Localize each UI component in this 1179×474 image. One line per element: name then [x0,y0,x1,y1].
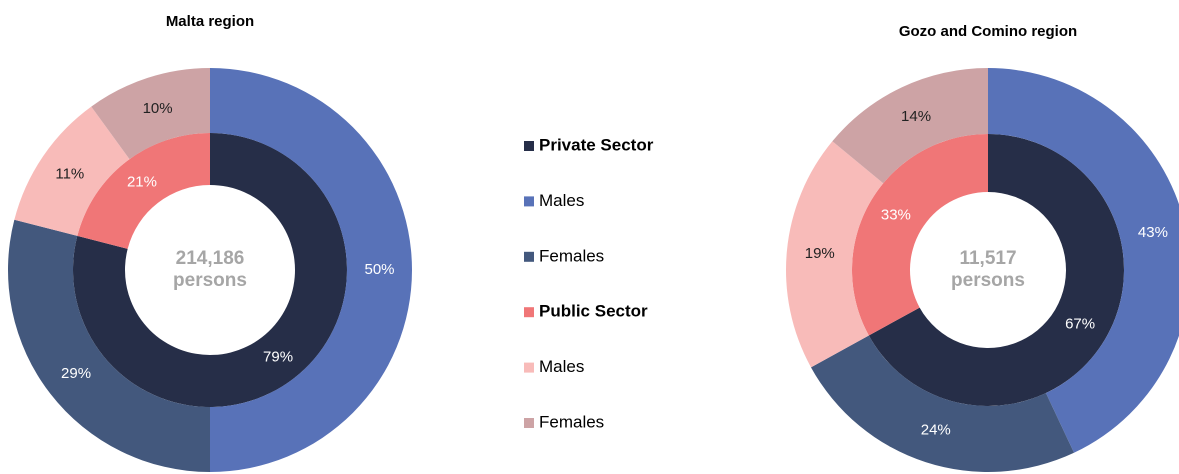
center-label: 214,186 [176,248,245,269]
data-label: 10% [143,100,173,117]
data-label: 79% [263,349,293,366]
donut-segment [988,68,1179,453]
donut-segment [210,68,412,472]
center-label: persons [951,270,1025,291]
chart-title: Gozo and Comino region [899,23,1077,40]
chart-title: Malta region [166,13,254,30]
legend-swatch [524,141,534,151]
data-label: 14% [901,108,931,125]
center-label: 11,517 [959,248,1016,269]
legend-swatch [524,362,534,373]
legend-label: Males [539,191,584,210]
data-label: 67% [1065,315,1095,332]
donut-segment [77,133,210,249]
data-label: 24% [921,422,951,439]
data-label: 43% [1138,224,1168,241]
data-label: 21% [127,173,157,190]
data-label: 33% [881,207,911,224]
legend-label: Males [539,357,584,376]
legend-label: Private Sector [539,135,654,154]
center-label: persons [173,270,247,291]
legend-swatch [524,307,534,318]
data-label: 29% [61,365,91,382]
legend-swatch [524,196,534,207]
legend-label: Females [539,246,604,265]
legend-swatch [524,418,534,428]
data-label: 19% [805,245,835,262]
donut-segment [72,133,348,407]
donut-segment [91,68,210,160]
data-label: 50% [364,261,394,278]
legend-label: Public Sector [539,302,648,321]
donut-segment [832,68,988,184]
donut-segment [786,141,884,368]
data-label: 11% [55,166,84,183]
donut-segment [7,219,211,472]
donut-segment [14,106,130,236]
legend-label: Females [539,412,604,431]
donut-segment [868,134,1124,406]
legend-swatch [524,251,534,262]
donut-segment [810,335,1075,472]
donut-segment [852,134,988,336]
